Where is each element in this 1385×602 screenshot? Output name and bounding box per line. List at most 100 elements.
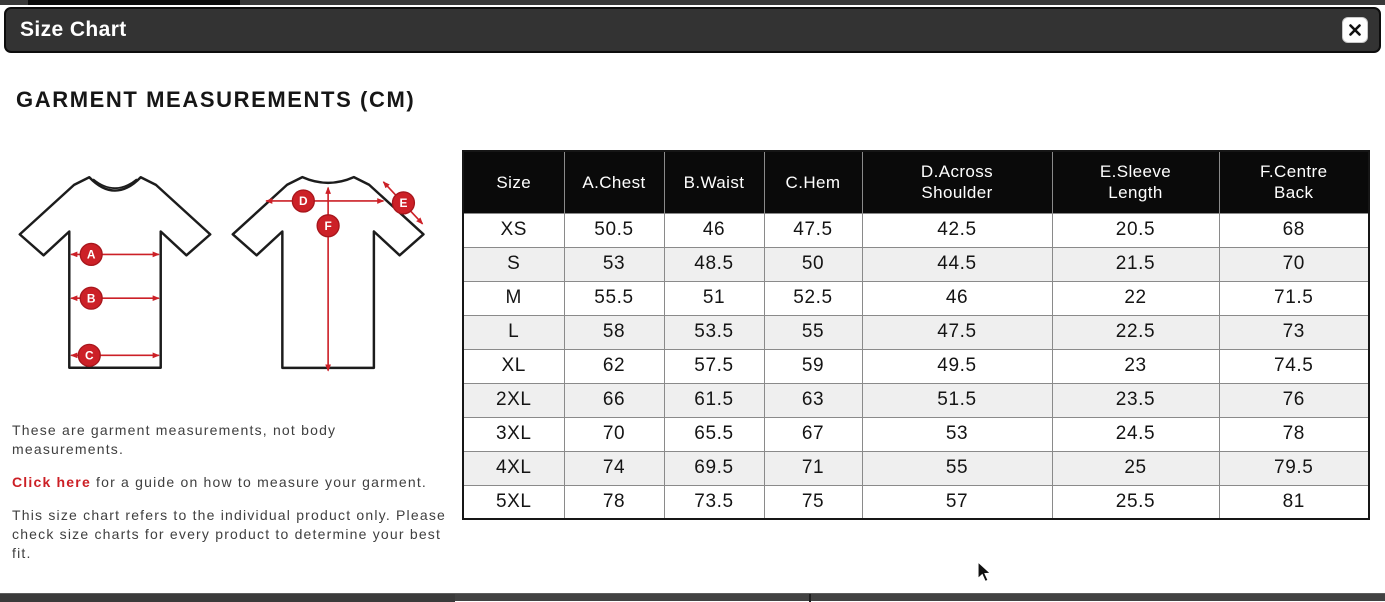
centre-back-badge-label: F [324, 219, 331, 233]
measurement-cell: 62 [563, 348, 665, 384]
page-title: GARMENT MEASUREMENTS (CM) [16, 87, 416, 112]
measurement-cell: 51 [663, 280, 765, 316]
measurement-cell: 63 [763, 382, 863, 418]
size-cell: 2XL [462, 382, 565, 418]
size-cell: M [462, 280, 565, 316]
measurement-cell: 71.5 [1218, 280, 1370, 316]
measurement-cell: 46 [663, 212, 765, 248]
measurement-cell: 74.5 [1218, 348, 1370, 384]
table-row: 4XL 74 69.5 71 55 25 79.5 [462, 450, 1370, 486]
measurement-cell: 24.5 [1051, 416, 1220, 452]
centre-back-badge [316, 214, 340, 238]
garment-diagrams: A B C D E F [15, 161, 455, 387]
click-here-link[interactable]: Click here [12, 474, 91, 490]
column-header: F.Centre Back [1218, 150, 1370, 214]
measurement-cell: 74 [563, 450, 665, 486]
sleeve-badge [391, 191, 416, 215]
column-header: C.Hem [763, 150, 863, 214]
table-row: XL 62 57.5 59 49.5 23 74.5 [462, 348, 1370, 384]
notes-section: These are garment measurements, not body… [12, 421, 452, 577]
measurement-cell: 71 [763, 450, 863, 486]
measurement-cell: 46 [861, 280, 1053, 316]
measurement-cell: 65.5 [663, 416, 765, 452]
modal-title: Size Chart [20, 18, 127, 41]
note-guide-rest: for a guide on how to measure your garme… [90, 474, 428, 490]
table-row: 2XL 66 61.5 63 51.5 23.5 76 [462, 382, 1370, 418]
measurement-cell: 81 [1218, 484, 1370, 520]
measurement-cell: 20.5 [1051, 212, 1220, 248]
sleeve-badge-label: E [399, 196, 407, 210]
page-background-top-strip [0, 0, 1385, 5]
measurement-cell: 21.5 [1051, 246, 1220, 282]
note-individual-product: This size chart refers to the individual… [12, 507, 447, 561]
table-row: 3XL 70 65.5 67 53 24.5 78 [462, 416, 1370, 452]
measurement-cell: 44.5 [861, 246, 1053, 282]
page-background-bottom-segment [0, 594, 455, 602]
measurement-cell: 66 [563, 382, 665, 418]
measurement-cell: 25 [1051, 450, 1220, 486]
measurement-cell: 48.5 [663, 246, 765, 282]
table-row: XS 50.5 46 47.5 42.5 20.5 68 [462, 212, 1370, 248]
close-button[interactable] [1342, 17, 1368, 43]
chest-badge [79, 242, 103, 266]
measurement-cell: 67 [763, 416, 863, 452]
close-icon [1349, 24, 1361, 36]
measurement-cell: 59 [763, 348, 863, 384]
measurement-cell: 25.5 [1051, 484, 1220, 520]
size-cell: XL [462, 348, 565, 384]
shoulder-badge [291, 189, 315, 213]
table-row: M 55.5 51 52.5 46 22 71.5 [462, 280, 1370, 316]
tshirt-front-diagram: A B C [18, 176, 212, 369]
measurement-cell: 47.5 [763, 212, 863, 248]
measurement-cell: 52.5 [763, 280, 863, 316]
measurement-cell: 70 [563, 416, 665, 452]
chest-badge-label: A [87, 248, 96, 262]
measurement-cell: 22 [1051, 280, 1220, 316]
measurement-cell: 73.5 [663, 484, 765, 520]
measurement-cell: 50 [763, 246, 863, 282]
mouse-cursor [977, 561, 992, 583]
measurement-cell: 73 [1218, 314, 1370, 350]
measurement-cell: 79.5 [1218, 450, 1370, 486]
measurement-cell: 51.5 [861, 382, 1053, 418]
size-cell: 4XL [462, 450, 565, 486]
size-table-container: Size A.Chest B.Waist C.Hem D.Across Shoulder E… [462, 150, 1370, 520]
measurement-cell: 58 [563, 314, 665, 350]
measurement-cell: 50.5 [563, 212, 665, 248]
measurement-cell: 69.5 [663, 450, 765, 486]
measurement-cell: 78 [563, 484, 665, 520]
size-table-head-row: Size A.Chest B.Waist C.Hem D.Across Shoulder E… [462, 150, 1370, 214]
measurement-cell: 57.5 [663, 348, 765, 384]
shoulder-badge-label: D [299, 194, 308, 208]
size-cell: L [462, 314, 565, 350]
size-cell: 3XL [462, 416, 565, 452]
measurement-cell: 55 [861, 450, 1053, 486]
column-header: D.Across Shoulder [861, 150, 1053, 214]
tshirt-front-outline [18, 176, 212, 369]
measurement-cell: 22.5 [1051, 314, 1220, 350]
measurement-cell: 49.5 [861, 348, 1053, 384]
column-header: E.Sleeve Length [1051, 150, 1220, 214]
measurement-cell: 53 [563, 246, 665, 282]
page-background-top-segment [28, 0, 240, 5]
tshirt-back-diagram: D E F [231, 175, 425, 372]
measurement-cell: 55.5 [563, 280, 665, 316]
measurement-cell: 23 [1051, 348, 1220, 384]
size-cell: 5XL [462, 484, 565, 520]
waist-badge [79, 286, 103, 310]
measurement-cell: 76 [1218, 382, 1370, 418]
column-header: A.Chest [563, 150, 665, 214]
measurement-cell: 78 [1218, 416, 1370, 452]
measurement-cell: 55 [763, 314, 863, 350]
measurement-cell: 42.5 [861, 212, 1053, 248]
measurement-cell: 23.5 [1051, 382, 1220, 418]
note-guide: Click here for a guide on how to measure… [12, 473, 452, 492]
table-row: L 58 53.5 55 47.5 22.5 73 [462, 314, 1370, 350]
size-cell: XS [462, 212, 565, 248]
hem-badge-label: C [85, 349, 94, 363]
measurement-cell: 57 [861, 484, 1053, 520]
measurement-cell: 53 [861, 416, 1053, 452]
hem-badge [77, 343, 101, 367]
size-cell: S [462, 246, 565, 282]
size-table: Size A.Chest B.Waist C.Hem D.Across Shoulder E… [462, 150, 1370, 520]
